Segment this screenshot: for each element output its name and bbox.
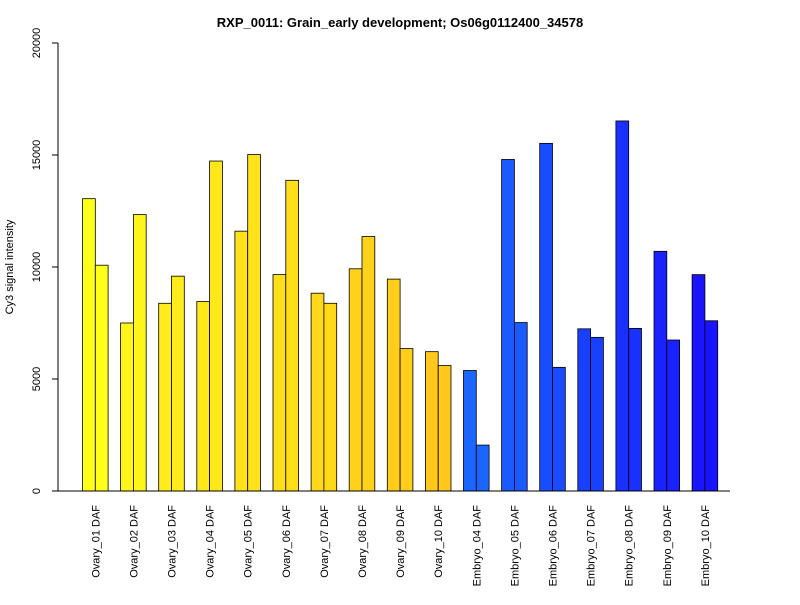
bar-8-1 <box>348 268 363 492</box>
x-tick-label: Embryo_09 DAF <box>662 505 674 587</box>
bar-14-1 <box>577 328 591 492</box>
x-tick-label: Embryo_08 DAF <box>624 505 636 587</box>
x-tick-label: Embryo_10 DAF <box>700 505 712 587</box>
bar-10-1 <box>424 351 439 492</box>
x-tick-label: Embryo_05 DAF <box>509 505 521 587</box>
x-tick-label: Ovary_02 DAF <box>128 505 140 578</box>
bar-5-1 <box>234 230 249 492</box>
bar-17-2 <box>704 320 719 492</box>
bar-14-2 <box>590 336 604 492</box>
y-axis: 0 5000 10000 15000 20000 <box>31 28 59 494</box>
bars-group <box>82 120 719 492</box>
bar-3-2 <box>171 275 185 492</box>
bar-11-2 <box>475 444 490 492</box>
bar-10-2 <box>437 365 452 492</box>
bar-3-1 <box>158 302 172 492</box>
bar-17-1 <box>691 274 706 492</box>
bar-9-1 <box>386 278 401 492</box>
x-tick-label: Ovary_06 DAF <box>281 505 293 578</box>
bar-1-2 <box>94 264 109 492</box>
x-tick-label: Embryo_07 DAF <box>586 505 598 587</box>
bar-13-2 <box>552 366 566 492</box>
x-tick-label: Ovary_01 DAF <box>90 505 102 578</box>
bar-16-2 <box>666 339 680 492</box>
x-tick-label: Ovary_07 DAF <box>319 505 331 578</box>
bar-2-1 <box>120 322 134 492</box>
bar-12-2 <box>514 322 528 492</box>
bar-7-2 <box>323 302 338 492</box>
bar-9-2 <box>399 348 414 492</box>
x-tick-label: Ovary_08 DAF <box>357 505 369 578</box>
y-tick-label: 15000 <box>31 140 43 171</box>
x-tick-label: Embryo_04 DAF <box>471 505 483 587</box>
bar-8-2 <box>361 236 376 492</box>
bar-15-1 <box>615 120 630 492</box>
x-tick-label: Ovary_04 DAF <box>205 505 217 578</box>
bar-13-1 <box>539 142 553 492</box>
bar-16-1 <box>653 250 668 492</box>
bar-5-2 <box>247 154 261 492</box>
y-tick-label: 10000 <box>31 252 43 283</box>
y-tick-label: 0 <box>31 488 43 494</box>
y-tick-label: 5000 <box>31 367 43 391</box>
x-tick-label: Ovary_09 DAF <box>395 505 407 578</box>
y-axis-label: Cy3 signal intensity <box>4 219 16 314</box>
y-tick-label: 20000 <box>31 28 43 59</box>
bar-15-2 <box>628 327 642 492</box>
bar-4-1 <box>196 301 211 492</box>
chart-title: RXP_0011: Grain_early development; Os06g… <box>217 15 583 30</box>
bar-7-1 <box>310 292 325 492</box>
x-tick-label: Embryo_06 DAF <box>548 505 560 587</box>
bar-12-1 <box>501 159 515 492</box>
bar-6-2 <box>285 179 299 492</box>
x-tick-label: Ovary_05 DAF <box>243 505 255 578</box>
bar-2-2 <box>132 214 147 492</box>
bar-1-1 <box>82 198 96 492</box>
bar-11-1 <box>463 370 477 492</box>
x-axis: Ovary_01 DAF Ovary_02 DAF Ovary_03 DAF Ovar… <box>58 490 730 587</box>
bar-6-1 <box>272 274 287 492</box>
x-tick-label: Ovary_10 DAF <box>433 505 445 578</box>
bar-4-2 <box>209 160 223 492</box>
x-tick-label: Ovary_03 DAF <box>167 505 179 578</box>
